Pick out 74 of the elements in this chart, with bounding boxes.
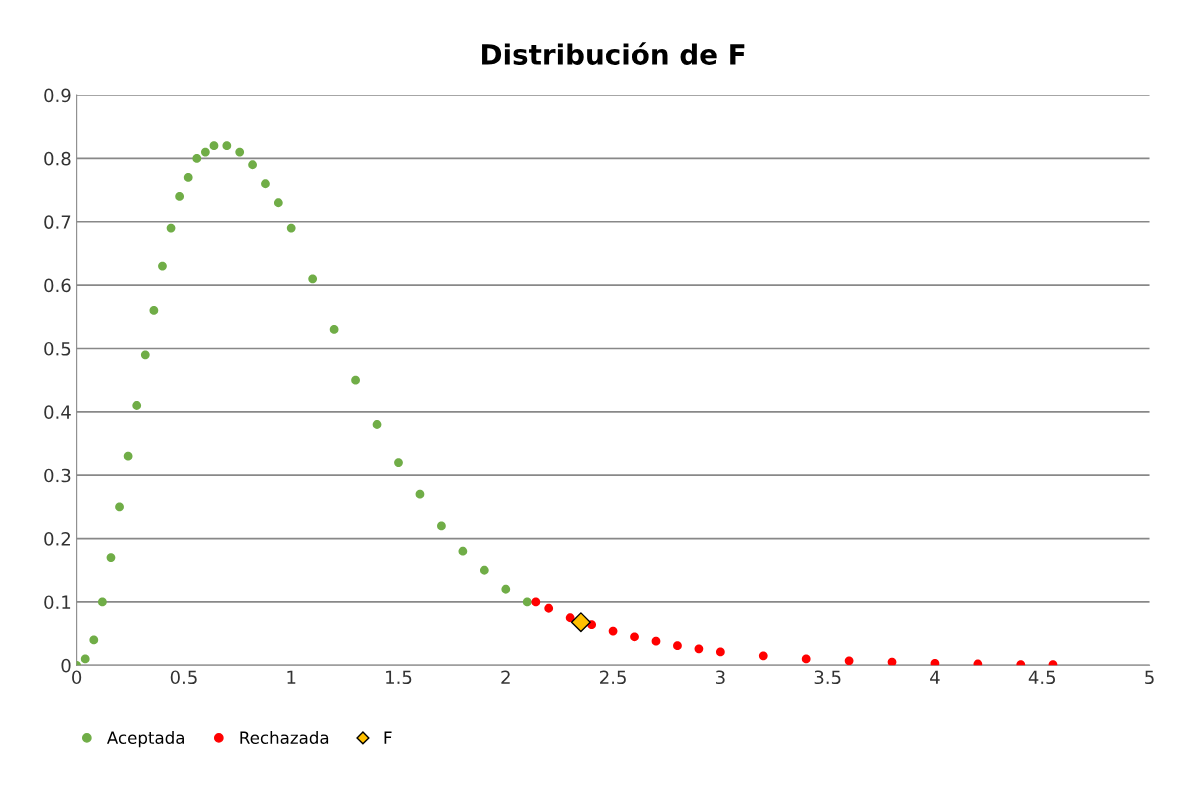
point	[673, 641, 682, 651]
point	[286, 223, 296, 233]
x-tick-label: 0.5	[170, 670, 197, 685]
point	[887, 657, 897, 666]
point	[801, 654, 811, 664]
y-tick-label: 0.2	[44, 532, 70, 546]
point	[149, 306, 159, 315]
y-tick-label: 0.7	[44, 215, 71, 229]
point	[501, 584, 511, 594]
point	[973, 659, 983, 666]
point	[192, 154, 202, 163]
point	[106, 553, 116, 562]
point	[273, 198, 283, 208]
x-tick-label: 2.5	[600, 670, 626, 685]
point	[651, 636, 661, 646]
point	[372, 420, 382, 429]
point	[200, 147, 210, 157]
y-tick-label: 0.6	[44, 278, 71, 293]
point	[758, 651, 768, 661]
point	[715, 647, 725, 657]
point	[209, 141, 219, 151]
x-tick-label: 3.5	[814, 670, 841, 685]
x-tick-label: 1	[287, 670, 296, 684]
point	[166, 223, 176, 233]
point	[930, 658, 940, 666]
point	[458, 546, 468, 556]
x-tick-label: 1.5	[386, 670, 412, 685]
point	[123, 451, 133, 461]
point	[415, 489, 425, 499]
y-tick-label: 0.8	[44, 151, 71, 166]
point	[235, 147, 245, 157]
point	[531, 597, 541, 607]
point	[132, 401, 142, 410]
chart-title: Distribución de F	[482, 42, 745, 65]
y-tick-label: 0.5	[44, 341, 71, 356]
point	[80, 654, 90, 664]
point	[115, 502, 124, 512]
point	[479, 565, 489, 575]
y-tick-label: 0.4	[44, 405, 71, 419]
y-tick-label: 0.1	[44, 595, 71, 610]
point	[261, 179, 270, 189]
point	[437, 521, 446, 531]
y-tick-label: 0.9	[44, 88, 71, 103]
point	[394, 458, 403, 467]
y-tick-label: 0.3	[44, 468, 71, 483]
point	[844, 656, 854, 666]
x-tick-label: 4.5	[1028, 670, 1056, 685]
x-tick-label: 4	[930, 670, 940, 684]
point	[522, 597, 532, 607]
x-tick-label: 0	[72, 670, 82, 685]
point	[248, 160, 257, 170]
point	[89, 635, 99, 645]
point	[183, 173, 193, 182]
point	[565, 613, 575, 623]
legend-label: Aceptada	[106, 731, 184, 748]
point	[351, 375, 360, 385]
y-tick-label: 0	[61, 658, 71, 673]
point	[97, 597, 107, 607]
point	[308, 274, 318, 284]
legend-label: F	[384, 731, 392, 744]
point	[222, 141, 232, 151]
point	[329, 325, 339, 334]
point	[158, 261, 167, 271]
point	[694, 644, 704, 654]
x-tick-label: 5	[1145, 670, 1154, 685]
point	[570, 612, 591, 633]
legend-label: Rechazada	[240, 731, 329, 744]
point	[140, 350, 150, 360]
point	[630, 632, 639, 642]
point	[608, 626, 618, 636]
point	[175, 192, 185, 201]
x-tick-label: 2	[501, 670, 510, 684]
point	[544, 603, 554, 613]
x-tick-label: 3	[716, 670, 725, 685]
